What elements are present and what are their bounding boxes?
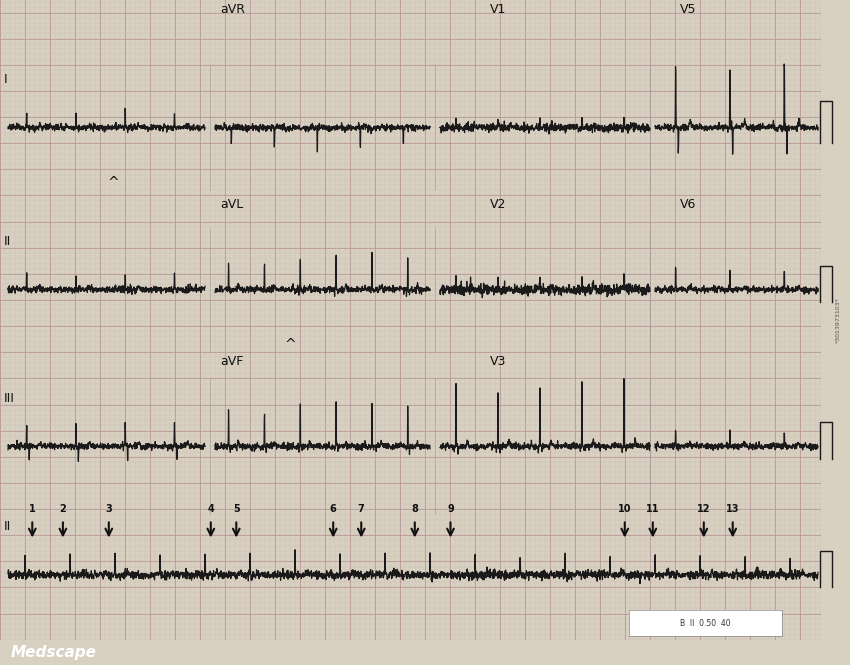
Text: 5: 5 (233, 504, 240, 514)
Text: V5: V5 (680, 3, 696, 16)
Text: III: III (4, 392, 14, 404)
Text: 7: 7 (358, 504, 365, 514)
Text: 1: 1 (29, 504, 36, 514)
Text: aVR: aVR (220, 3, 245, 16)
Text: 10: 10 (618, 504, 632, 514)
Text: 3: 3 (105, 504, 112, 514)
Text: 12: 12 (697, 504, 711, 514)
Text: 2: 2 (60, 504, 66, 514)
Text: 6: 6 (330, 504, 337, 514)
Text: 9: 9 (447, 504, 454, 514)
Text: B  II  0.50  40: B II 0.50 40 (680, 618, 731, 628)
Text: II: II (4, 235, 11, 248)
Text: ^: ^ (285, 338, 297, 352)
Text: V3: V3 (490, 355, 507, 368)
Text: Medscape: Medscape (10, 645, 96, 660)
Text: I: I (4, 72, 8, 86)
Text: aVF: aVF (220, 355, 243, 368)
Text: V1: V1 (490, 3, 507, 16)
Text: 13: 13 (726, 504, 740, 514)
Text: ^: ^ (108, 176, 120, 190)
Text: 8: 8 (411, 504, 418, 514)
Text: V6: V6 (680, 198, 696, 211)
Text: 4: 4 (207, 504, 214, 514)
Text: V2: V2 (490, 198, 507, 211)
Text: *3013973103*: *3013973103* (836, 297, 841, 342)
Text: 11: 11 (646, 504, 660, 514)
Text: II: II (4, 520, 11, 533)
Text: aVL: aVL (220, 198, 243, 211)
